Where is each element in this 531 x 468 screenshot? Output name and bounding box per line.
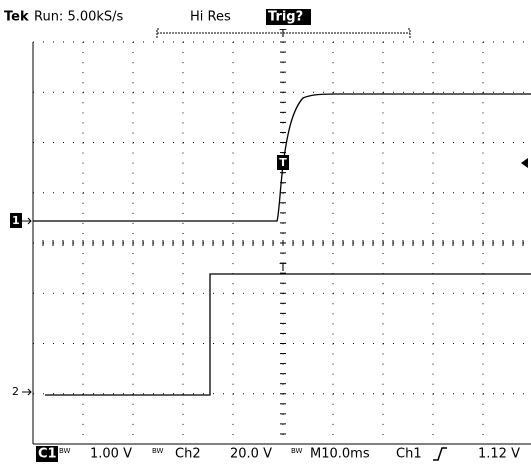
ch2-bw-prefix: BW bbox=[152, 447, 164, 455]
trigger-marker: T bbox=[279, 156, 287, 169]
trigger-state-box bbox=[266, 9, 311, 25]
timebase: M10.0ms bbox=[310, 447, 370, 462]
rising-edge-icon bbox=[433, 447, 447, 461]
record-bracket bbox=[156, 28, 411, 38]
ch2-arrow bbox=[22, 388, 32, 396]
ch1-marker-box bbox=[10, 213, 22, 228]
trigger-level: 1.12 V bbox=[478, 447, 520, 462]
trigger-marker-box bbox=[277, 155, 289, 170]
graticule bbox=[32, 41, 531, 444]
trigger-state: Trig? bbox=[268, 10, 303, 25]
ch2-trigger-marker: T bbox=[279, 261, 287, 274]
acq-mode: Hi Res bbox=[190, 10, 231, 25]
brand: Tek bbox=[4, 10, 29, 25]
ch2-bw: BW bbox=[291, 447, 303, 455]
ch2-trace bbox=[45, 273, 531, 396]
trigger-source: Ch1 bbox=[396, 447, 422, 462]
trigger-level-marker bbox=[521, 158, 528, 168]
ch2-label: Ch2 bbox=[175, 447, 201, 462]
acq-status: Run: 5.00kS/s bbox=[34, 10, 124, 25]
ch1-label-box bbox=[36, 446, 58, 462]
ch1-bw: BW bbox=[59, 447, 71, 455]
ch1-trace bbox=[33, 93, 531, 222]
ch1-marker: 1 bbox=[12, 214, 20, 227]
ch1-arrow bbox=[22, 217, 32, 225]
ch1-label: C1 bbox=[38, 447, 57, 462]
trigger-position: T bbox=[279, 27, 287, 40]
ch1-scale: 1.00 V bbox=[90, 447, 132, 462]
ch2-marker: 2 bbox=[12, 385, 19, 398]
ch2-scale: 20.0 V bbox=[230, 447, 272, 462]
